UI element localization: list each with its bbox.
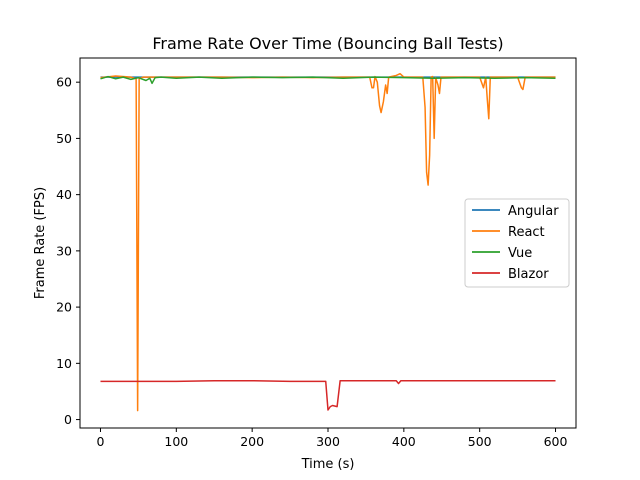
x-axis-label: Time (s) — [301, 457, 355, 472]
y-tick-label: 0 — [64, 412, 72, 427]
y-tick-label: 50 — [56, 131, 72, 146]
legend-label-blazor: Blazor — [508, 267, 549, 282]
y-tick-label: 60 — [56, 75, 72, 90]
y-tick-label: 10 — [56, 356, 72, 371]
x-tick-label: 100 — [164, 434, 188, 449]
x-tick-label: 300 — [316, 434, 340, 449]
legend-label-angular: Angular — [508, 204, 559, 219]
y-tick-label: 40 — [56, 187, 72, 202]
x-tick-label: 500 — [468, 434, 492, 449]
x-tick-label: 400 — [392, 434, 416, 449]
series-line-blazor — [100, 380, 556, 411]
legend-label-vue: Vue — [508, 246, 532, 261]
series-line-vue — [100, 75, 556, 85]
y-tick-label: 30 — [56, 243, 72, 258]
legend: Angular React Vue Blazor — [464, 198, 570, 288]
series-line-react — [100, 72, 556, 412]
x-tick-label: 200 — [240, 434, 264, 449]
y-tick-label: 20 — [56, 300, 72, 315]
x-axis: 0 100 200 300 400 500 600 — [97, 428, 568, 449]
x-tick-label: 0 — [97, 434, 105, 449]
chart-title: Frame Rate Over Time (Bouncing Ball Test… — [152, 34, 503, 53]
legend-box — [464, 198, 570, 288]
plot-area — [100, 72, 556, 412]
y-axis-label: Frame Rate (FPS) — [33, 187, 48, 299]
legend-label-react: React — [508, 225, 545, 240]
x-tick-label: 600 — [544, 434, 568, 449]
y-axis: 0 10 20 30 40 50 60 — [56, 75, 80, 427]
